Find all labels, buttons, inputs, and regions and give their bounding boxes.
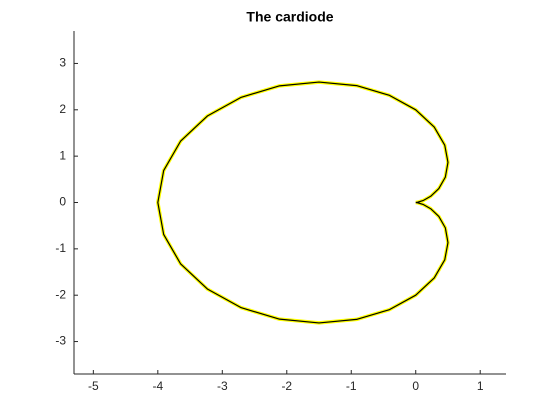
y-tick-label: -3	[55, 334, 66, 348]
y-tick-label: 0	[59, 195, 66, 209]
y-tick-label: -1	[55, 241, 66, 255]
y-tick-label: -2	[55, 287, 66, 301]
x-tick-label: -3	[217, 379, 228, 393]
chart-title: The cardiode	[246, 9, 333, 25]
y-tick-label: 3	[59, 56, 66, 70]
x-tick-label: -1	[346, 379, 357, 393]
x-tick-label: -5	[88, 379, 99, 393]
y-tick-label: 2	[59, 102, 66, 116]
line	[157, 81, 449, 324]
y-tick-label: 1	[59, 148, 66, 162]
x-tick-label: 0	[412, 379, 419, 393]
x-tick-label: -4	[152, 379, 163, 393]
x-tick-label: -2	[281, 379, 292, 393]
x-tick-label: 1	[477, 379, 484, 393]
